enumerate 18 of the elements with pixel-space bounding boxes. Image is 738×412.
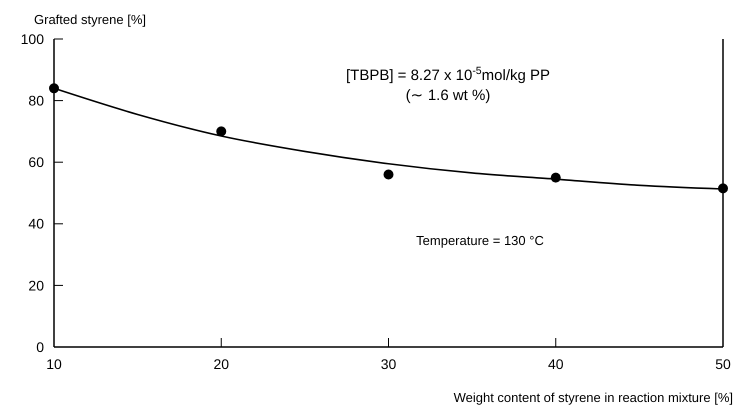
- y-tick-label: 100: [20, 30, 44, 47]
- point: [384, 170, 394, 180]
- annotation: Temperature = 130 °C: [416, 233, 544, 248]
- y-tick-label: 40: [28, 216, 44, 232]
- annotation: (∼ 1.6 wt %): [406, 87, 490, 104]
- y-tick-label: 60: [28, 154, 44, 170]
- y-axis-title: Grafted styrene [%]: [34, 12, 146, 27]
- x-tick-label: 20: [213, 356, 230, 372]
- annotation: [TBPB] = 8.27 x 10$^{-5}$mol/kg PP: [346, 65, 550, 84]
- x-tick-label: 50: [715, 356, 731, 372]
- y-tick-label: 80: [28, 92, 44, 108]
- y-tick-label: 0: [36, 338, 44, 355]
- x-tick-label: 30: [380, 356, 396, 372]
- x-axis-title: Weight content of styrene in reaction mixture [%]: [454, 390, 733, 405]
- y-tick-label: 20: [28, 277, 44, 294]
- x-tick-label: 40: [548, 356, 564, 372]
- x-tick-label: 10: [46, 356, 62, 372]
- point: [216, 126, 226, 136]
